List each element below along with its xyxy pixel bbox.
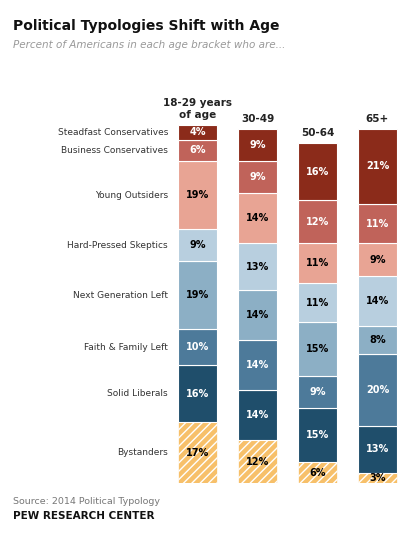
Text: 12%: 12% [306,217,329,227]
Text: 10%: 10% [186,342,210,352]
Text: 6%: 6% [190,146,206,155]
Bar [358,426,397,473]
Bar [298,143,337,200]
Text: 3%: 3% [369,473,386,483]
Text: 21%: 21% [366,162,389,171]
Text: Young Outsiders: Young Outsiders [95,191,168,200]
Text: 4%: 4% [190,127,206,137]
Text: Business Conservatives: Business Conservatives [61,146,168,155]
Text: 16%: 16% [186,389,210,399]
Text: 11%: 11% [366,219,389,229]
Text: PEW RESEARCH CENTER: PEW RESEARCH CENTER [13,511,154,521]
Text: 65+: 65+ [366,113,389,124]
Text: 14%: 14% [246,410,269,420]
Text: 13%: 13% [246,262,269,272]
Bar [298,200,337,243]
Text: Next Generation Left: Next Generation Left [73,291,168,300]
Text: Solid Liberals: Solid Liberals [108,389,168,398]
Text: 14%: 14% [366,296,389,306]
Bar [298,462,337,483]
Bar [178,140,218,161]
Text: 14%: 14% [246,213,269,223]
Bar [238,440,277,483]
Bar [178,125,218,140]
Bar [238,290,277,340]
Bar [178,229,218,262]
Bar [238,243,277,290]
Text: Political Typologies Shift with Age: Political Typologies Shift with Age [13,19,279,33]
Bar [298,322,337,376]
Text: 6%: 6% [310,468,326,477]
Text: 9%: 9% [310,387,326,397]
Bar [178,423,218,483]
Bar [358,326,397,354]
Text: 20%: 20% [366,385,389,395]
Bar [178,262,218,329]
Text: 30-49: 30-49 [241,113,274,124]
Bar [298,243,337,283]
Text: Steadfast Conservatives: Steadfast Conservatives [58,128,168,137]
Bar [298,408,337,462]
Bar [178,161,218,229]
Bar [178,329,218,365]
Bar [358,129,397,204]
Text: Hard-Pressed Skeptics: Hard-Pressed Skeptics [67,241,168,250]
Text: 13%: 13% [366,444,389,454]
Text: 17%: 17% [186,448,210,458]
Text: 16%: 16% [306,167,329,177]
Bar [358,354,397,426]
Bar [358,204,397,243]
Bar [238,193,277,243]
Text: 9%: 9% [369,255,386,265]
Text: 11%: 11% [306,297,329,308]
Text: Faith & Family Left: Faith & Family Left [84,343,168,352]
Text: Percent of Americans in each age bracket who are...: Percent of Americans in each age bracket… [13,40,285,50]
Bar [358,243,397,275]
Text: 19%: 19% [186,291,210,300]
Bar [238,129,277,161]
Text: 19%: 19% [186,190,210,200]
Text: 9%: 9% [190,240,206,250]
Text: 9%: 9% [249,172,266,182]
Bar [178,365,218,423]
Bar [238,340,277,390]
Bar [298,283,337,322]
Bar [298,376,337,408]
Text: 11%: 11% [306,258,329,268]
Text: 15%: 15% [306,430,329,440]
Text: 15%: 15% [306,344,329,354]
Bar [358,275,397,326]
Text: 8%: 8% [369,335,386,345]
Text: 14%: 14% [246,310,269,320]
Text: Bystanders: Bystanders [117,448,168,458]
Text: 14%: 14% [246,360,269,370]
Bar [238,161,277,193]
Text: Source: 2014 Political Typology: Source: 2014 Political Typology [13,497,160,506]
Bar [358,473,397,483]
Bar [238,390,277,440]
Text: 9%: 9% [249,140,266,150]
Text: 50-64: 50-64 [301,128,334,138]
Text: 12%: 12% [246,457,269,467]
Text: 18-29 years
of age: 18-29 years of age [163,98,232,120]
